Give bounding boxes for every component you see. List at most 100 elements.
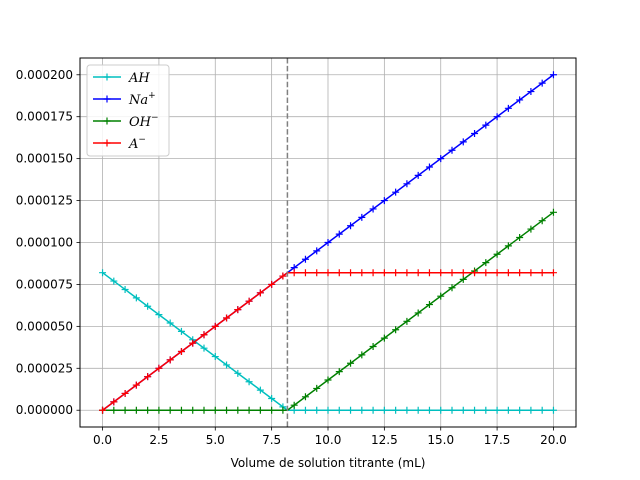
data-point <box>200 406 208 414</box>
data-point <box>121 389 129 397</box>
data-point <box>245 297 253 305</box>
data-point <box>493 406 501 414</box>
data-point <box>245 406 253 414</box>
data-point <box>144 302 152 310</box>
y-tick-label: 0.000150 <box>16 152 73 166</box>
data-point <box>471 129 479 137</box>
data-point <box>335 230 343 238</box>
data-point <box>347 359 355 367</box>
legend-label-base: Na <box>128 93 148 108</box>
data-point <box>132 406 140 414</box>
data-point <box>459 138 467 146</box>
legend-label: Na+ <box>128 91 156 108</box>
data-point <box>223 361 231 369</box>
data-point <box>414 269 422 277</box>
legend-box <box>86 64 170 157</box>
data-point <box>200 344 208 352</box>
y-tick-label: 0.000050 <box>16 319 73 333</box>
data-point <box>324 269 332 277</box>
data-point <box>268 406 276 414</box>
data-point <box>268 394 276 402</box>
data-point <box>245 378 253 386</box>
data-point <box>166 406 174 414</box>
axis-ticks: 0.0 2.5 5.0 7.5 10.0 12.5 15.0 17.5 20.0 0.000000… <box>16 68 567 447</box>
data-point <box>358 269 366 277</box>
x-tick-label: 10.0 <box>315 433 342 447</box>
data-point <box>177 327 185 335</box>
data-point <box>516 233 524 241</box>
data-point <box>200 331 208 339</box>
data-point <box>313 247 321 255</box>
data-point <box>459 275 467 283</box>
data-point <box>549 269 557 277</box>
data-point <box>256 386 264 394</box>
data-point <box>493 113 501 121</box>
data-point <box>538 406 546 414</box>
legend-label: OH− <box>129 113 159 130</box>
data-point <box>392 326 400 334</box>
data-point <box>369 269 377 277</box>
legend-marker <box>103 95 111 103</box>
data-point <box>256 289 264 297</box>
data-point <box>290 269 298 277</box>
data-point <box>301 255 309 263</box>
legend: AH Na+ OH− A− <box>86 64 170 157</box>
data-point <box>380 334 388 342</box>
y-tick-label: 0.000100 <box>16 236 73 250</box>
data-point <box>414 171 422 179</box>
legend-item-a: A− <box>93 135 146 152</box>
data-point <box>121 406 129 414</box>
data-point <box>268 280 276 288</box>
y-tick-label: 0.000125 <box>16 194 73 208</box>
data-point <box>482 269 490 277</box>
data-point <box>380 197 388 205</box>
legend-label: AH <box>128 71 150 86</box>
y-tick-label: 0.000025 <box>16 361 73 375</box>
data-point <box>482 121 490 129</box>
data-point <box>549 71 557 79</box>
legend-label-base: A <box>128 137 138 152</box>
data-point <box>335 269 343 277</box>
legend-marker <box>103 139 111 147</box>
data-point <box>516 406 524 414</box>
data-point <box>211 406 219 414</box>
data-point <box>482 406 490 414</box>
data-point <box>110 406 118 414</box>
data-point <box>279 272 287 280</box>
data-point <box>369 342 377 350</box>
data-point <box>380 406 388 414</box>
series-layer <box>99 58 557 427</box>
data-point <box>369 205 377 213</box>
x-tick-label: 12.5 <box>371 433 398 447</box>
data-point <box>166 319 174 327</box>
data-point <box>301 269 309 277</box>
data-point <box>527 269 535 277</box>
data-point <box>471 406 479 414</box>
legend-marker <box>103 73 111 81</box>
data-point <box>448 146 456 154</box>
data-point <box>313 406 321 414</box>
data-point <box>110 277 118 285</box>
data-point <box>403 406 411 414</box>
data-point <box>347 269 355 277</box>
data-point <box>189 339 197 347</box>
data-point <box>132 294 140 302</box>
data-point <box>313 384 321 392</box>
data-point <box>392 269 400 277</box>
data-point <box>347 222 355 230</box>
data-point <box>504 406 512 414</box>
data-point <box>414 406 422 414</box>
legend-label-superscript: + <box>148 91 156 101</box>
data-point <box>223 314 231 322</box>
data-point <box>459 406 467 414</box>
data-point <box>425 301 433 309</box>
x-axis-title: Volume de solution titrante (mL) <box>231 456 426 470</box>
data-point <box>538 269 546 277</box>
data-point <box>110 398 118 406</box>
data-point <box>516 269 524 277</box>
data-point <box>132 381 140 389</box>
y-tick-label: 0.000200 <box>16 68 73 82</box>
data-point <box>538 217 546 225</box>
data-point <box>347 406 355 414</box>
